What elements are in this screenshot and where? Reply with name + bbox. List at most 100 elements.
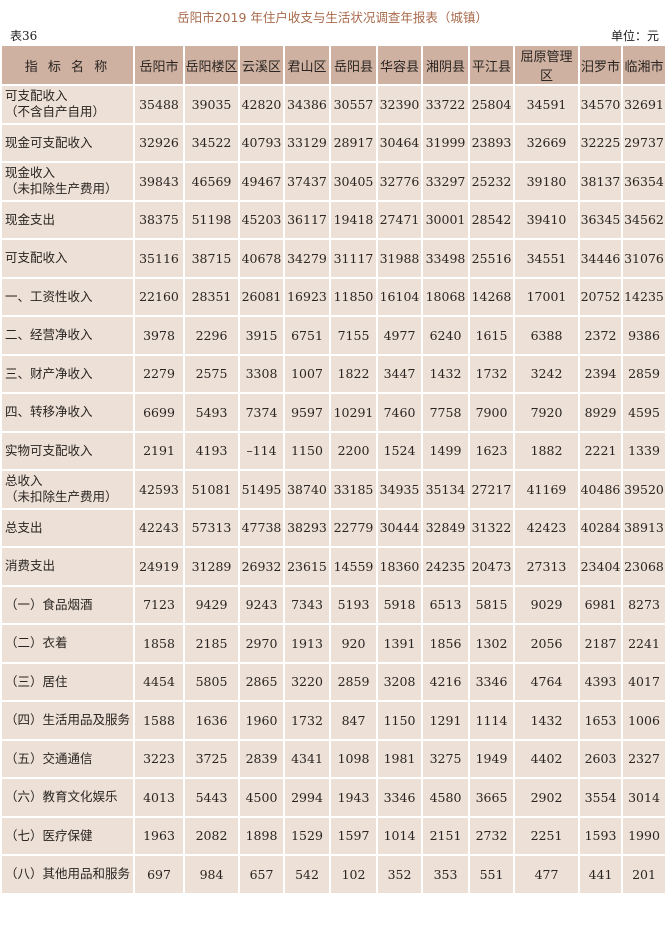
row-label-cell: 总支出 — [0, 507, 135, 548]
value-cell: 34446 — [578, 238, 623, 279]
value-cell: 1882 — [513, 430, 580, 471]
value-cell: 1960 — [238, 700, 285, 741]
value-cell: 31322 — [468, 507, 515, 548]
value-cell: 1963 — [133, 815, 185, 856]
value-cell: 1588 — [133, 700, 185, 741]
value-cell: 38375 — [133, 199, 185, 240]
value-cell: 4216 — [421, 661, 470, 702]
value-cell: 2279 — [133, 353, 185, 394]
value-cell: 1007 — [283, 353, 331, 394]
value-cell: 14268 — [468, 276, 515, 317]
value-cell: 34570 — [578, 84, 623, 125]
value-cell: 42820 — [238, 84, 285, 125]
value-cell: 3978 — [133, 315, 185, 356]
value-cell: 37437 — [283, 161, 331, 202]
value-cell: 4013 — [133, 777, 185, 818]
value-cell: 7374 — [238, 392, 285, 433]
table-row: （六）教育文化娱乐 4013 5443 4500 2994 1943 3346 4580 366… — [0, 777, 665, 818]
value-cell: 40793 — [238, 122, 285, 163]
value-cell: 3346 — [468, 661, 515, 702]
value-cell: 38293 — [283, 507, 331, 548]
value-cell: 1913 — [283, 623, 331, 664]
unit-label: 单位：元 — [610, 29, 659, 43]
value-cell: 3665 — [468, 777, 515, 818]
value-cell: 102 — [329, 854, 378, 895]
value-cell: 3447 — [376, 353, 423, 394]
value-cell: 28917 — [329, 122, 378, 163]
value-cell: 2994 — [283, 777, 331, 818]
row-label-cell: 现金可支配收入 — [0, 122, 135, 163]
value-cell: 6751 — [283, 315, 331, 356]
row-sublabel: （未扣除生产费用） — [5, 489, 118, 505]
table-row: （四）生活用品及服务 1588 1636 1960 1732 847 1150 1291 111… — [0, 700, 665, 741]
table-row: （一）食品烟酒 7123 9429 9243 7343 5193 5918 6513 5815 9… — [0, 584, 665, 625]
value-cell: 551 — [468, 854, 515, 895]
table-row: 现金可支配收入 32926 34522 40793 33129 28917 30464 319… — [0, 122, 665, 163]
value-cell: 2151 — [421, 815, 470, 856]
value-cell: 5443 — [183, 777, 240, 818]
value-cell: 201 — [621, 854, 665, 895]
value-cell: 1949 — [468, 738, 515, 779]
value-cell: 47738 — [238, 507, 285, 548]
value-cell: 6513 — [421, 584, 470, 625]
value-cell: 1898 — [238, 815, 285, 856]
value-cell: 31289 — [183, 546, 240, 587]
table-row: 二、经营净收入 3978 2296 3915 6751 7155 4977 6240 1615 6… — [0, 315, 665, 356]
value-cell: 41169 — [513, 469, 580, 510]
value-cell: 25804 — [468, 84, 515, 125]
row-label-cell: 四、转移净收入 — [0, 392, 135, 433]
value-cell: 38715 — [183, 238, 240, 279]
row-label-cell: （二）衣着 — [0, 623, 135, 664]
value-cell: 34562 — [621, 199, 665, 240]
value-cell: 3915 — [238, 315, 285, 356]
value-cell: 30557 — [329, 84, 378, 125]
value-cell: 1623 — [468, 430, 515, 471]
table-row: 可支配收入 （不含自产自用） 35488 39035 42820 34386 30557 32… — [0, 84, 665, 125]
value-cell: 57313 — [183, 507, 240, 548]
value-cell: 1615 — [468, 315, 515, 356]
value-cell: 23404 — [578, 546, 623, 587]
value-cell: 2187 — [578, 623, 623, 664]
value-cell: 32225 — [578, 122, 623, 163]
row-label: （六）教育文化娱乐 — [5, 789, 118, 805]
value-cell: 23068 — [621, 546, 665, 587]
value-cell: 4595 — [621, 392, 665, 433]
value-cell: 7343 — [283, 584, 331, 625]
value-cell: 11850 — [329, 276, 378, 317]
value-cell: 19418 — [329, 199, 378, 240]
value-cell: 51081 — [183, 469, 240, 510]
value-cell: 18360 — [376, 546, 423, 587]
value-cell: 9029 — [513, 584, 580, 625]
value-cell: 40486 — [578, 469, 623, 510]
row-label-cell: 消费支出 — [0, 546, 135, 587]
value-cell: 35134 — [421, 469, 470, 510]
table-row: （二）衣着 1858 2185 2970 1913 920 1391 1856 1302 2056… — [0, 623, 665, 664]
value-cell: 39410 — [513, 199, 580, 240]
row-label: （二）衣着 — [5, 635, 68, 651]
value-cell: 2327 — [621, 738, 665, 779]
value-cell: 1432 — [513, 700, 580, 741]
value-cell: 39520 — [621, 469, 665, 510]
value-cell: 1636 — [183, 700, 240, 741]
value-cell: 32691 — [621, 84, 665, 125]
value-cell: 847 — [329, 700, 378, 741]
value-cell: 46569 — [183, 161, 240, 202]
value-cell: 3223 — [133, 738, 185, 779]
value-cell: 27217 — [468, 469, 515, 510]
row-label-cell: 可支配收入 （不含自产自用） — [0, 84, 135, 125]
value-cell: 2185 — [183, 623, 240, 664]
value-cell: 25516 — [468, 238, 515, 279]
value-cell: 1653 — [578, 700, 623, 741]
value-cell: 20752 — [578, 276, 623, 317]
value-cell: 4193 — [183, 430, 240, 471]
value-cell: 4580 — [421, 777, 470, 818]
value-cell: 5193 — [329, 584, 378, 625]
value-cell: 49467 — [238, 161, 285, 202]
income-expenditure-table: 指 标 名 称岳阳市 岳阳楼区 云溪区 君山区 岳阳县 华容县 湘阴县 平江县 屈原管理区 汨罗市… — [0, 44, 665, 895]
value-cell: 3725 — [183, 738, 240, 779]
table-row: 三、财产净收入 2279 2575 3308 1007 1822 3447 1432 1732 3… — [0, 353, 665, 394]
table-row: 总收入 （未扣除生产费用） 42593 51081 51495 38740 33185 349… — [0, 469, 665, 510]
value-cell: 2865 — [238, 661, 285, 702]
value-cell: 22160 — [133, 276, 185, 317]
value-cell: 27313 — [513, 546, 580, 587]
